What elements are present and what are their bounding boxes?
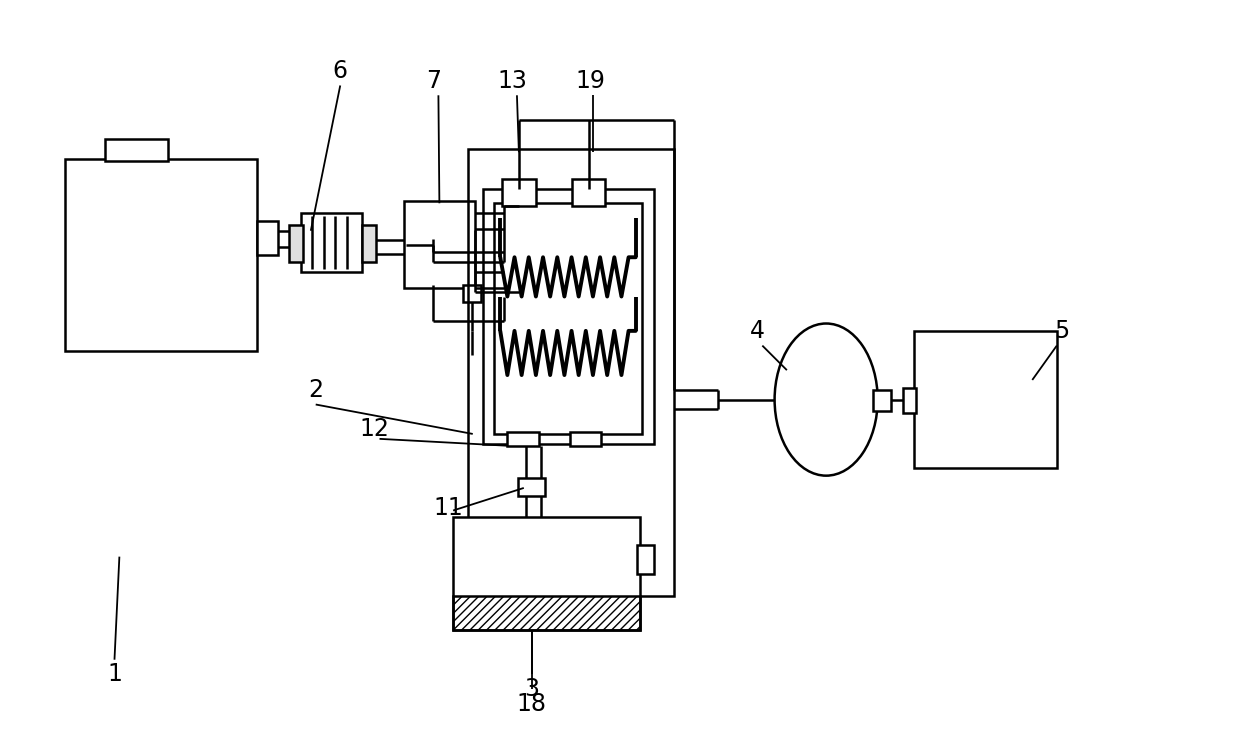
Bar xyxy=(482,189,655,444)
Bar xyxy=(636,545,655,575)
Text: 1: 1 xyxy=(107,662,122,686)
Bar xyxy=(507,432,538,445)
Bar xyxy=(66,159,257,350)
Bar xyxy=(362,225,376,262)
Bar xyxy=(914,331,1056,468)
Bar xyxy=(903,388,916,413)
Text: 2: 2 xyxy=(309,378,324,402)
Text: 3: 3 xyxy=(525,677,539,701)
Bar xyxy=(572,179,605,206)
Bar xyxy=(257,221,279,255)
Bar xyxy=(404,202,475,288)
Text: 4: 4 xyxy=(750,319,765,343)
Bar xyxy=(495,203,641,434)
Text: 5: 5 xyxy=(1054,319,1069,343)
Bar xyxy=(570,432,601,445)
Text: 18: 18 xyxy=(517,692,547,716)
Text: 6: 6 xyxy=(332,59,347,83)
Text: 11: 11 xyxy=(433,495,463,519)
Text: 7: 7 xyxy=(427,69,441,93)
Bar xyxy=(301,213,362,272)
Text: 19: 19 xyxy=(575,69,605,93)
Bar xyxy=(502,179,536,206)
Bar xyxy=(873,390,890,411)
Ellipse shape xyxy=(775,323,878,476)
Bar xyxy=(289,225,303,262)
Bar xyxy=(518,478,546,496)
Bar xyxy=(467,149,675,596)
Text: 13: 13 xyxy=(497,69,527,93)
Text: 12: 12 xyxy=(360,417,389,441)
Bar xyxy=(104,140,169,161)
Bar xyxy=(453,517,640,630)
Bar xyxy=(463,285,481,303)
Bar xyxy=(453,596,640,630)
